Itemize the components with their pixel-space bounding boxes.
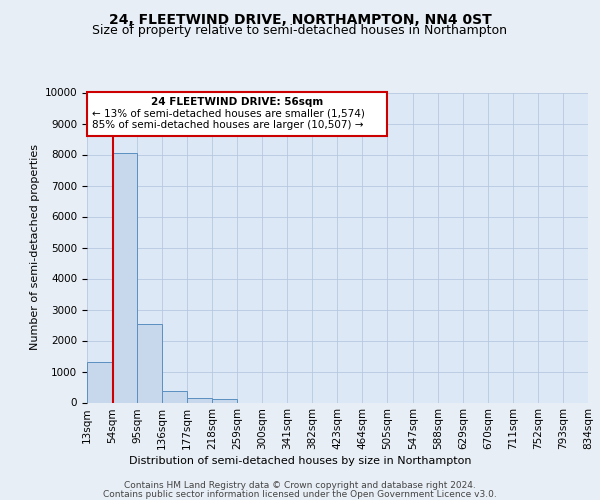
Text: Size of property relative to semi-detached houses in Northampton: Size of property relative to semi-detach… xyxy=(92,24,508,37)
Y-axis label: Number of semi-detached properties: Number of semi-detached properties xyxy=(31,144,40,350)
Bar xyxy=(87,92,387,136)
Text: 85% of semi-detached houses are larger (10,507) →: 85% of semi-detached houses are larger (… xyxy=(92,120,364,130)
Bar xyxy=(212,400,237,402)
Bar xyxy=(87,362,112,403)
Text: ← 13% of semi-detached houses are smaller (1,574): ← 13% of semi-detached houses are smalle… xyxy=(92,108,365,118)
Bar xyxy=(112,153,137,402)
Bar xyxy=(162,390,187,402)
Text: 24, FLEETWIND DRIVE, NORTHAMPTON, NN4 0ST: 24, FLEETWIND DRIVE, NORTHAMPTON, NN4 0S… xyxy=(109,12,491,26)
Bar xyxy=(137,324,162,402)
Text: Contains public sector information licensed under the Open Government Licence v3: Contains public sector information licen… xyxy=(103,490,497,499)
Text: 24 FLEETWIND DRIVE: 56sqm: 24 FLEETWIND DRIVE: 56sqm xyxy=(151,97,323,107)
Text: Distribution of semi-detached houses by size in Northampton: Distribution of semi-detached houses by … xyxy=(129,456,471,466)
Text: Contains HM Land Registry data © Crown copyright and database right 2024.: Contains HM Land Registry data © Crown c… xyxy=(124,481,476,490)
Bar xyxy=(187,398,212,402)
